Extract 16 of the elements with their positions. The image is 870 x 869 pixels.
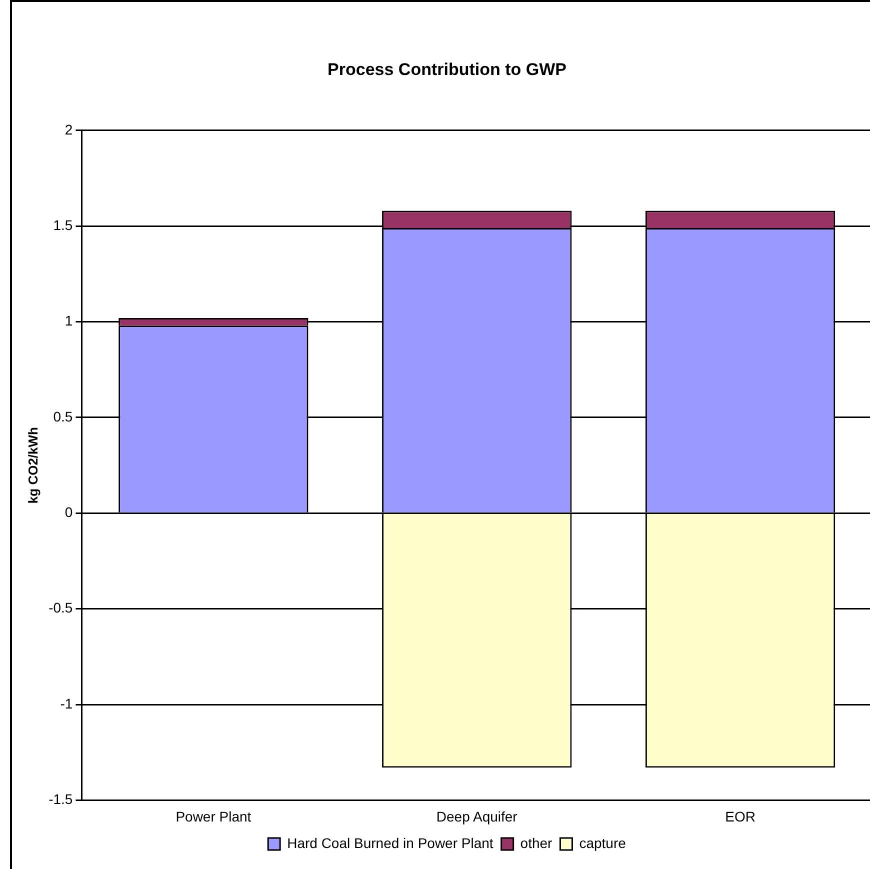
legend-label: capture [579, 834, 626, 851]
y-tick-label: 0 [64, 504, 73, 520]
legend-label: Hard Coal Burned in Power Plant [287, 834, 494, 851]
y-tick-label: -1 [60, 695, 73, 712]
legend-label: other [520, 834, 553, 851]
x-tick-label: Power Plant [176, 808, 252, 824]
y-tick-label: -1.5 [48, 791, 73, 808]
y-tick-label: 0.5 [53, 408, 73, 424]
x-tick-label: EOR [725, 808, 756, 824]
y-axis-title: kg CO2/kWh [25, 426, 40, 504]
x-tick-label: Deep Aquifer [436, 808, 518, 824]
chart-title: Process Contribution to GWP [328, 60, 566, 79]
y-tick-label: 1 [64, 312, 73, 329]
y-tick-label: 1.5 [53, 216, 73, 233]
y-tick-label: 2 [64, 121, 73, 138]
y-tick-label: -0.5 [48, 600, 73, 616]
